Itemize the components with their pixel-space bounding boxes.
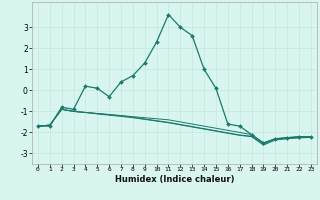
X-axis label: Humidex (Indice chaleur): Humidex (Indice chaleur) xyxy=(115,175,234,184)
